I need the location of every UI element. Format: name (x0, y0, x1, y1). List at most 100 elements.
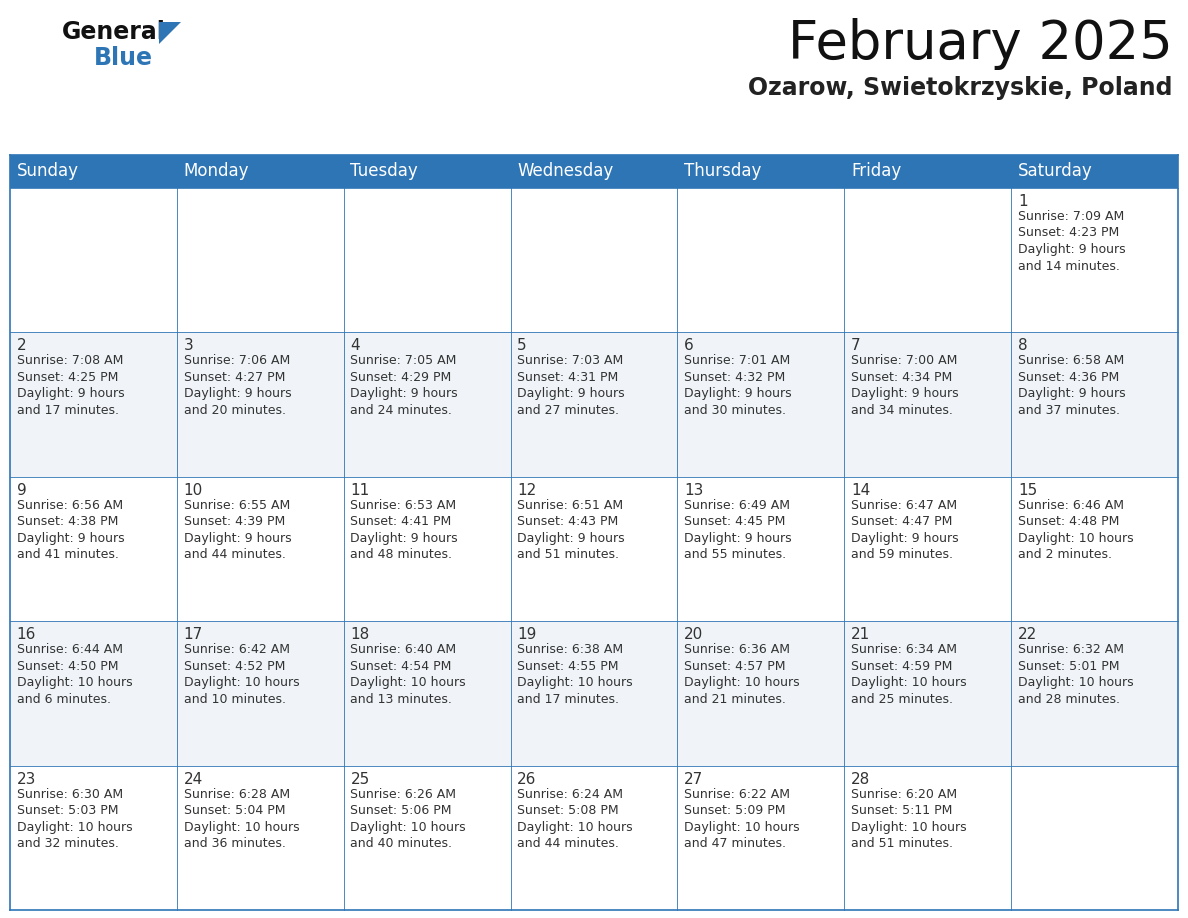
Bar (343, 476, 511, 621)
Bar (677, 332, 845, 476)
Bar (511, 188, 677, 332)
Bar (177, 188, 343, 332)
Text: 19: 19 (517, 627, 537, 643)
Text: Ozarow, Swietokrzyskie, Poland: Ozarow, Swietokrzyskie, Poland (748, 76, 1173, 100)
Text: 28: 28 (851, 772, 870, 787)
Text: 12: 12 (517, 483, 537, 498)
Bar (343, 621, 511, 766)
Text: Sunrise: 6:42 AM
Sunset: 4:52 PM
Daylight: 10 hours
and 10 minutes.: Sunrise: 6:42 AM Sunset: 4:52 PM Dayligh… (183, 644, 299, 706)
Bar (10, 155, 177, 188)
Bar (1011, 621, 1178, 766)
Text: 6: 6 (684, 339, 694, 353)
Text: Sunrise: 6:26 AM
Sunset: 5:06 PM
Daylight: 10 hours
and 40 minutes.: Sunrise: 6:26 AM Sunset: 5:06 PM Dayligh… (350, 788, 466, 850)
Bar (10, 476, 177, 621)
Text: Wednesday: Wednesday (517, 162, 613, 181)
Text: 15: 15 (1018, 483, 1037, 498)
Bar (10, 766, 177, 910)
Bar (177, 766, 343, 910)
Text: Sunrise: 7:01 AM
Sunset: 4:32 PM
Daylight: 9 hours
and 30 minutes.: Sunrise: 7:01 AM Sunset: 4:32 PM Dayligh… (684, 354, 791, 417)
Text: 9: 9 (17, 483, 26, 498)
Text: 7: 7 (851, 339, 860, 353)
Text: Sunrise: 6:44 AM
Sunset: 4:50 PM
Daylight: 10 hours
and 6 minutes.: Sunrise: 6:44 AM Sunset: 4:50 PM Dayligh… (17, 644, 132, 706)
Bar (10, 621, 177, 766)
Bar (177, 621, 343, 766)
Text: Sunrise: 6:56 AM
Sunset: 4:38 PM
Daylight: 9 hours
and 41 minutes.: Sunrise: 6:56 AM Sunset: 4:38 PM Dayligh… (17, 498, 125, 561)
Bar (10, 188, 177, 332)
Text: Sunrise: 6:34 AM
Sunset: 4:59 PM
Daylight: 10 hours
and 25 minutes.: Sunrise: 6:34 AM Sunset: 4:59 PM Dayligh… (851, 644, 967, 706)
Text: Saturday: Saturday (1018, 162, 1093, 181)
Bar (511, 476, 677, 621)
Text: 4: 4 (350, 339, 360, 353)
Bar (1011, 332, 1178, 476)
Text: Friday: Friday (851, 162, 902, 181)
Text: Tuesday: Tuesday (350, 162, 418, 181)
Bar (343, 155, 511, 188)
Text: Sunrise: 6:22 AM
Sunset: 5:09 PM
Daylight: 10 hours
and 47 minutes.: Sunrise: 6:22 AM Sunset: 5:09 PM Dayligh… (684, 788, 800, 850)
Text: 3: 3 (183, 339, 194, 353)
Bar (343, 332, 511, 476)
Bar (177, 332, 343, 476)
Bar (677, 155, 845, 188)
Text: Sunrise: 6:47 AM
Sunset: 4:47 PM
Daylight: 9 hours
and 59 minutes.: Sunrise: 6:47 AM Sunset: 4:47 PM Dayligh… (851, 498, 959, 561)
Bar (177, 155, 343, 188)
Text: Sunrise: 6:38 AM
Sunset: 4:55 PM
Daylight: 10 hours
and 17 minutes.: Sunrise: 6:38 AM Sunset: 4:55 PM Dayligh… (517, 644, 633, 706)
Text: Sunrise: 7:00 AM
Sunset: 4:34 PM
Daylight: 9 hours
and 34 minutes.: Sunrise: 7:00 AM Sunset: 4:34 PM Dayligh… (851, 354, 959, 417)
Text: Blue: Blue (94, 46, 153, 70)
Text: Sunrise: 6:20 AM
Sunset: 5:11 PM
Daylight: 10 hours
and 51 minutes.: Sunrise: 6:20 AM Sunset: 5:11 PM Dayligh… (851, 788, 967, 850)
Text: 27: 27 (684, 772, 703, 787)
Text: 10: 10 (183, 483, 203, 498)
Text: 1: 1 (1018, 194, 1028, 209)
Text: Sunrise: 6:55 AM
Sunset: 4:39 PM
Daylight: 9 hours
and 44 minutes.: Sunrise: 6:55 AM Sunset: 4:39 PM Dayligh… (183, 498, 291, 561)
Bar (511, 332, 677, 476)
Bar (10, 332, 177, 476)
Text: General: General (62, 20, 166, 44)
Text: February 2025: February 2025 (789, 18, 1173, 70)
Bar (1011, 476, 1178, 621)
Bar (677, 188, 845, 332)
Text: 26: 26 (517, 772, 537, 787)
Bar (845, 621, 1011, 766)
Bar (845, 332, 1011, 476)
Text: 17: 17 (183, 627, 203, 643)
Bar (177, 476, 343, 621)
Bar (845, 766, 1011, 910)
Text: Sunrise: 7:03 AM
Sunset: 4:31 PM
Daylight: 9 hours
and 27 minutes.: Sunrise: 7:03 AM Sunset: 4:31 PM Dayligh… (517, 354, 625, 417)
Text: 20: 20 (684, 627, 703, 643)
Text: Sunrise: 6:40 AM
Sunset: 4:54 PM
Daylight: 10 hours
and 13 minutes.: Sunrise: 6:40 AM Sunset: 4:54 PM Dayligh… (350, 644, 466, 706)
Bar (1011, 155, 1178, 188)
Text: 25: 25 (350, 772, 369, 787)
Bar (677, 621, 845, 766)
Text: Monday: Monday (183, 162, 249, 181)
Bar (511, 155, 677, 188)
Text: 24: 24 (183, 772, 203, 787)
Text: 23: 23 (17, 772, 36, 787)
Text: 5: 5 (517, 339, 526, 353)
Text: Sunrise: 6:28 AM
Sunset: 5:04 PM
Daylight: 10 hours
and 36 minutes.: Sunrise: 6:28 AM Sunset: 5:04 PM Dayligh… (183, 788, 299, 850)
Text: Sunrise: 6:36 AM
Sunset: 4:57 PM
Daylight: 10 hours
and 21 minutes.: Sunrise: 6:36 AM Sunset: 4:57 PM Dayligh… (684, 644, 800, 706)
Polygon shape (159, 22, 181, 44)
Text: Sunrise: 7:09 AM
Sunset: 4:23 PM
Daylight: 9 hours
and 14 minutes.: Sunrise: 7:09 AM Sunset: 4:23 PM Dayligh… (1018, 210, 1125, 273)
Bar (677, 766, 845, 910)
Text: 2: 2 (17, 339, 26, 353)
Text: Sunday: Sunday (17, 162, 78, 181)
Text: 11: 11 (350, 483, 369, 498)
Text: Sunrise: 7:08 AM
Sunset: 4:25 PM
Daylight: 9 hours
and 17 minutes.: Sunrise: 7:08 AM Sunset: 4:25 PM Dayligh… (17, 354, 125, 417)
Text: 14: 14 (851, 483, 870, 498)
Bar (845, 476, 1011, 621)
Text: Sunrise: 6:49 AM
Sunset: 4:45 PM
Daylight: 9 hours
and 55 minutes.: Sunrise: 6:49 AM Sunset: 4:45 PM Dayligh… (684, 498, 791, 561)
Bar (511, 621, 677, 766)
Bar (677, 476, 845, 621)
Text: 18: 18 (350, 627, 369, 643)
Text: Sunrise: 7:06 AM
Sunset: 4:27 PM
Daylight: 9 hours
and 20 minutes.: Sunrise: 7:06 AM Sunset: 4:27 PM Dayligh… (183, 354, 291, 417)
Bar (511, 766, 677, 910)
Text: 13: 13 (684, 483, 703, 498)
Text: Sunrise: 6:53 AM
Sunset: 4:41 PM
Daylight: 9 hours
and 48 minutes.: Sunrise: 6:53 AM Sunset: 4:41 PM Dayligh… (350, 498, 459, 561)
Text: 8: 8 (1018, 339, 1028, 353)
Bar (1011, 766, 1178, 910)
Text: Sunrise: 6:30 AM
Sunset: 5:03 PM
Daylight: 10 hours
and 32 minutes.: Sunrise: 6:30 AM Sunset: 5:03 PM Dayligh… (17, 788, 132, 850)
Text: 22: 22 (1018, 627, 1037, 643)
Bar (845, 155, 1011, 188)
Bar (1011, 188, 1178, 332)
Text: Sunrise: 7:05 AM
Sunset: 4:29 PM
Daylight: 9 hours
and 24 minutes.: Sunrise: 7:05 AM Sunset: 4:29 PM Dayligh… (350, 354, 459, 417)
Text: Sunrise: 6:24 AM
Sunset: 5:08 PM
Daylight: 10 hours
and 44 minutes.: Sunrise: 6:24 AM Sunset: 5:08 PM Dayligh… (517, 788, 633, 850)
